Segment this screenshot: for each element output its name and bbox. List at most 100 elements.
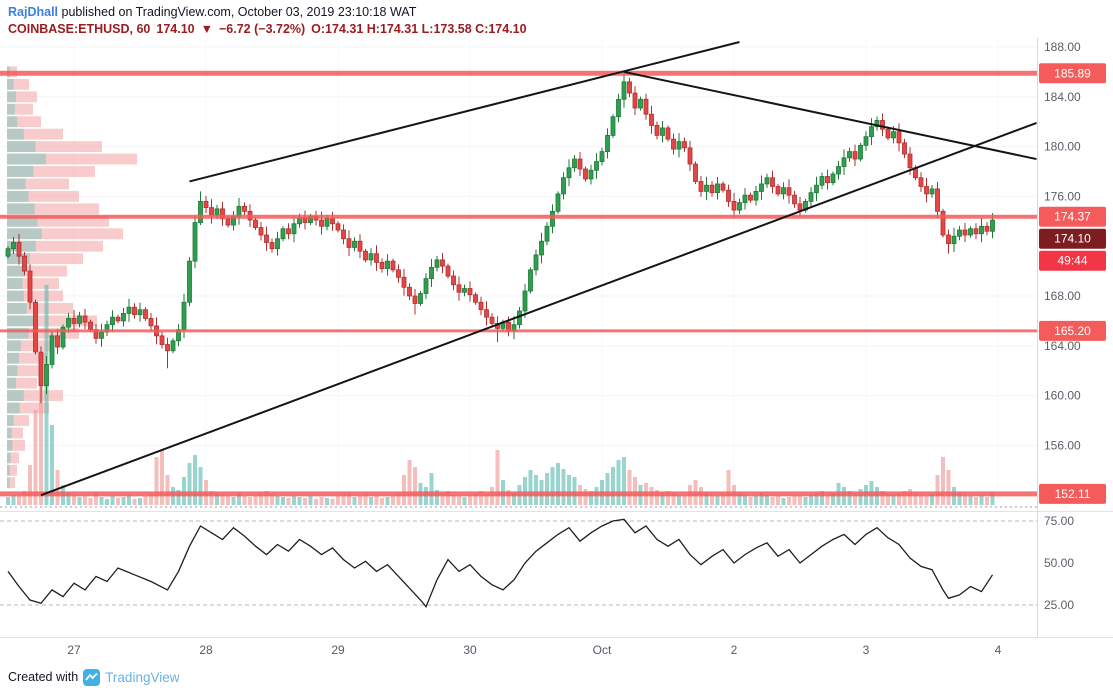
volume-bar: [138, 498, 142, 505]
volume-profile-buy-bar: [7, 352, 19, 364]
candle-body: [11, 242, 16, 250]
volume-bars: [6, 285, 995, 505]
volume-bar: [913, 493, 918, 505]
rsi-tick-label: 75.00: [1044, 514, 1074, 528]
volume-bar: [743, 495, 747, 505]
volume-bar: [11, 495, 16, 505]
candle-body: [858, 144, 863, 160]
candle-body: [616, 98, 621, 118]
candle-body: [605, 134, 610, 152]
candle-body: [781, 187, 786, 195]
volume-bar: [149, 494, 153, 505]
candle-body: [748, 194, 753, 201]
candle-body: [363, 250, 368, 261]
volume-profile-bar: [7, 228, 123, 240]
volume-bar: [330, 499, 335, 505]
volume-bar: [413, 467, 417, 505]
volume-bar: [88, 498, 93, 505]
volume-bar: [17, 496, 21, 505]
volume-profile-buy-bar: [7, 340, 21, 352]
candle-body: [797, 203, 803, 211]
candle-body: [990, 219, 995, 232]
volume-bar: [83, 496, 87, 505]
candle-body: [891, 131, 896, 139]
volume-bar: [985, 497, 989, 505]
volume-bar: [281, 497, 285, 505]
candle-body: [902, 142, 907, 155]
volume-profile-buy-bar: [7, 78, 14, 90]
rsi-tick-label: 50.00: [1044, 556, 1074, 570]
countdown-badge-label: 49:44: [1057, 254, 1087, 268]
candle-body: [286, 228, 291, 235]
trendline[interactable]: [40, 122, 1037, 497]
candle-body: [33, 301, 38, 353]
volume-bar: [919, 495, 923, 505]
candle-body: [291, 223, 297, 235]
volume-bar: [512, 493, 516, 505]
price-axis[interactable]: 188.00 184.00 180.00 176.00 168.00 164.00 160.…: [1039, 40, 1106, 612]
candles-layer: [5, 73, 995, 404]
volume-bar: [319, 497, 324, 505]
tradingview-brand-link[interactable]: TradingView: [105, 669, 180, 685]
candle-body: [764, 177, 770, 185]
candle-body: [649, 113, 654, 126]
candle-body: [434, 259, 440, 268]
candle-body: [555, 193, 561, 212]
author-link[interactable]: RajDhall: [8, 5, 59, 19]
chart-canvas[interactable]: 188.00 184.00 180.00 176.00 168.00 164.00 160.…: [0, 38, 1113, 663]
trendlines-layer[interactable]: [40, 41, 1037, 497]
price-tick-label: 160.00: [1044, 389, 1081, 403]
volume-bar: [880, 491, 885, 505]
time-label: 30: [463, 643, 477, 657]
volume-bar: [957, 493, 962, 505]
volume-profile-bar: [7, 327, 79, 339]
candle-body: [198, 200, 203, 223]
volume-profile-buy-bar: [7, 377, 16, 389]
volume-bar: [407, 460, 412, 505]
candle-body: [924, 186, 929, 195]
volume-bar: [352, 497, 357, 505]
candle-body: [533, 254, 539, 271]
volume-bar: [589, 491, 593, 505]
volume-bar: [193, 455, 197, 505]
trendline[interactable]: [189, 41, 740, 183]
snapshot-header: RajDhall published on TradingView.com, O…: [0, 0, 1113, 38]
volume-profile-bar: [7, 141, 102, 153]
tradingview-logo-icon: [83, 668, 101, 686]
candle-body: [770, 177, 775, 187]
volume-bar: [33, 410, 38, 505]
volume-profile-bar: [7, 290, 63, 302]
candle-body: [253, 219, 258, 228]
candle-body: [137, 309, 143, 316]
volume-bar: [990, 493, 995, 505]
candle-body: [572, 158, 577, 169]
candle-body: [880, 120, 885, 130]
candle-body: [522, 290, 528, 312]
volume-bar: [891, 495, 896, 505]
volume-bar: [314, 499, 318, 505]
rsi-tick-label: 25.00: [1044, 598, 1074, 612]
price-change-text: −6.72 (−3.72%): [219, 22, 306, 36]
volume-bar: [572, 477, 577, 505]
time-axis[interactable]: 27 28 29 30 Oct 2 3 4: [67, 643, 1001, 657]
volume-profile-buy-bar: [7, 327, 29, 339]
candle-body: [957, 229, 962, 237]
candle-body: [121, 313, 126, 322]
candle-body: [594, 161, 599, 171]
volume-bar: [451, 495, 456, 505]
horizontal-level-lines[interactable]: [0, 70, 1037, 497]
candle-body: [374, 253, 379, 263]
volume-bar: [682, 496, 687, 505]
candle-body: [357, 240, 363, 252]
volume-profile: [7, 66, 137, 489]
chart-area[interactable]: 188.00 184.00 180.00 176.00 168.00 164.00 160.…: [0, 38, 1113, 663]
volume-bar: [429, 473, 434, 505]
volume-bar: [968, 496, 973, 505]
candle-body: [968, 228, 973, 236]
volume-bar: [583, 489, 588, 505]
price-tick-label: 180.00: [1044, 140, 1081, 154]
trendline[interactable]: [623, 70, 1037, 161]
volume-bar: [110, 496, 115, 505]
candle-body: [929, 188, 935, 195]
candle-body: [588, 169, 594, 180]
